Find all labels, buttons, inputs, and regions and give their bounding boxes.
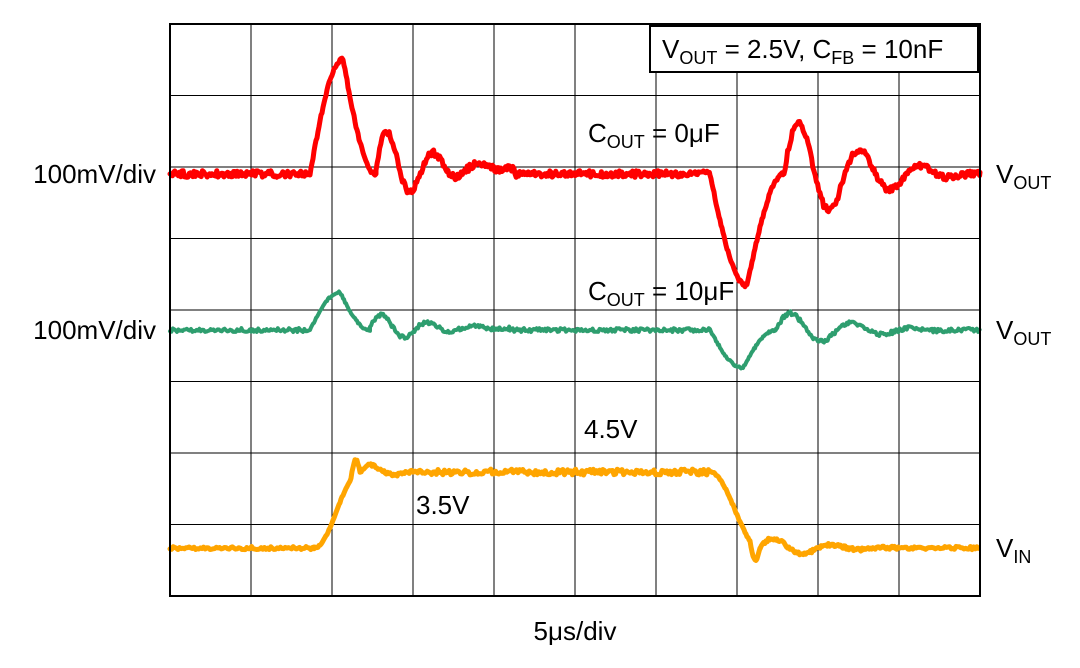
right-signal-label: VIN — [996, 533, 1031, 567]
left-scale-label: 100mV/div — [33, 159, 156, 189]
left-scale-label: 100mV/div — [33, 315, 156, 345]
right-signal-label: VOUT — [996, 159, 1051, 193]
x-axis-title: 5μs/div — [534, 616, 617, 646]
plot-area — [170, 24, 980, 596]
inner-label: 3.5V — [416, 490, 470, 520]
oscilloscope-figure: VOUT = 2.5V, CFB = 10nF100mV/div100mV/di… — [0, 0, 1080, 668]
right-signal-label: VOUT — [996, 315, 1051, 349]
inner-label: 4.5V — [584, 414, 638, 444]
